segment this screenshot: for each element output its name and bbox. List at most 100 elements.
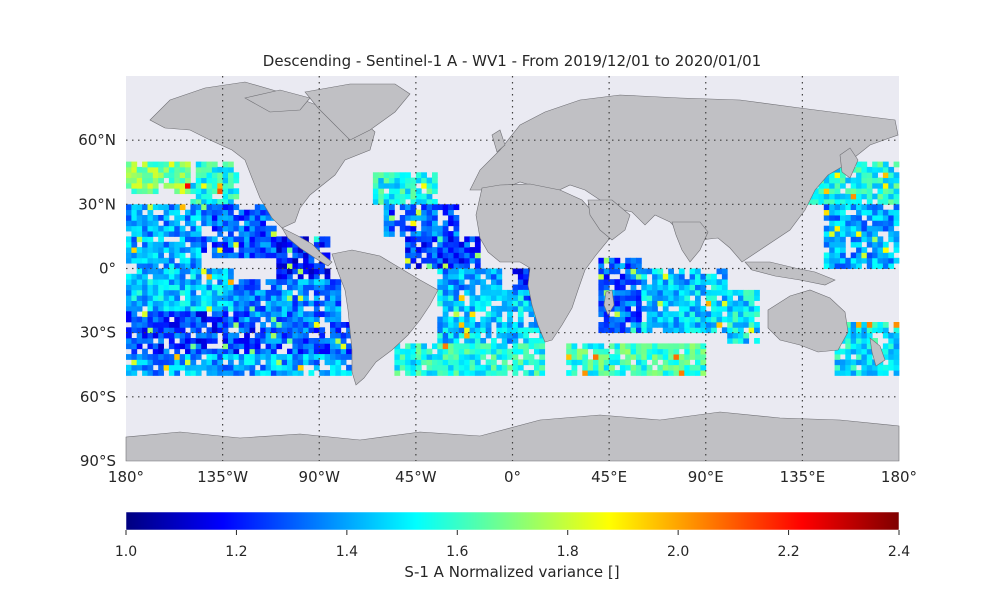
data-cell-region-22 bbox=[872, 225, 878, 232]
data-cell-region-6 bbox=[297, 305, 304, 312]
data-cell-region-10 bbox=[415, 193, 422, 200]
x-axis-tick-labels: 180° 135°W 90°W 45°W 0° 45°E 90°E 135°E 180° bbox=[108, 468, 917, 486]
data-cell-region-17 bbox=[646, 348, 653, 355]
data-cell-region-1 bbox=[211, 188, 218, 195]
data-cell-region-11 bbox=[453, 225, 460, 232]
data-cell-region-9 bbox=[340, 354, 347, 360]
data-cell-region-21 bbox=[866, 199, 873, 205]
data-cell-region-16 bbox=[491, 370, 497, 376]
data-cell-region-9 bbox=[270, 364, 277, 371]
data-cell-region-19 bbox=[662, 273, 669, 280]
data-cell-region-6 bbox=[249, 300, 256, 307]
data-cell-region-23 bbox=[866, 338, 873, 344]
data-cell-region-19 bbox=[662, 279, 669, 285]
data-cell-region-0 bbox=[179, 177, 186, 184]
data-cell-region-2 bbox=[163, 220, 170, 227]
data-cell-region-7 bbox=[163, 348, 170, 355]
data-cell-region-9 bbox=[238, 354, 245, 360]
data-cell-region-18 bbox=[630, 289, 637, 296]
data-cell-region-23 bbox=[872, 322, 878, 328]
data-cell-region-5 bbox=[142, 284, 148, 291]
data-cell-region-4 bbox=[303, 236, 309, 243]
data-cell-region-8 bbox=[308, 327, 315, 334]
data-cell-region-10 bbox=[421, 182, 427, 189]
data-cell-region-20 bbox=[727, 305, 733, 312]
data-cell-region-4 bbox=[287, 263, 293, 269]
data-cell-region-20 bbox=[738, 289, 744, 296]
data-cell-region-18 bbox=[630, 322, 637, 328]
map-area bbox=[125, 76, 900, 462]
data-cell-region-2 bbox=[168, 220, 175, 227]
data-cell-region-9 bbox=[222, 364, 229, 371]
data-cell-region-18 bbox=[636, 295, 642, 301]
data-cell-region-2 bbox=[190, 236, 197, 243]
data-cell-region-23 bbox=[888, 354, 895, 360]
data-cell-region-12 bbox=[432, 257, 438, 264]
data-cell-region-15 bbox=[453, 295, 460, 301]
data-cell-region-19 bbox=[716, 316, 723, 323]
data-cell-region-9 bbox=[324, 370, 331, 376]
data-cell-region-9 bbox=[297, 364, 304, 371]
data-cell-region-10 bbox=[410, 193, 417, 200]
data-cell-region-16 bbox=[474, 370, 481, 376]
data-cell-region-7 bbox=[163, 327, 170, 334]
data-cell-region-19 bbox=[657, 311, 664, 318]
data-cell-region-6 bbox=[319, 300, 326, 307]
data-cell-region-16 bbox=[421, 359, 427, 366]
data-cell-region-7 bbox=[163, 322, 170, 328]
data-cell-region-10 bbox=[394, 188, 401, 195]
data-cell-region-16 bbox=[496, 354, 503, 360]
data-cell-region-2 bbox=[190, 257, 197, 264]
data-cell-region-19 bbox=[684, 322, 691, 328]
data-cell-region-3 bbox=[254, 209, 261, 216]
data-cell-region-2 bbox=[190, 231, 197, 237]
data-cell-region-8 bbox=[260, 327, 266, 334]
data-cell-region-22 bbox=[823, 257, 830, 264]
data-cell-region-22 bbox=[823, 263, 830, 269]
data-cell-region-5 bbox=[168, 305, 175, 312]
data-cell-region-13 bbox=[448, 273, 454, 280]
data-cell-region-5 bbox=[179, 300, 186, 307]
data-cell-region-19 bbox=[678, 268, 685, 275]
data-cell-region-19 bbox=[721, 327, 728, 334]
data-cell-region-11 bbox=[389, 204, 395, 211]
data-cell-region-2 bbox=[152, 220, 159, 227]
data-cell-region-3 bbox=[249, 220, 256, 227]
data-cell-region-13 bbox=[480, 279, 487, 285]
data-cell-region-5 bbox=[201, 268, 207, 275]
data-cell-region-8 bbox=[313, 343, 320, 350]
data-cell-region-16 bbox=[474, 348, 481, 355]
data-cell-region-22 bbox=[823, 215, 830, 221]
data-cell-region-15 bbox=[442, 316, 449, 323]
data-cell-region-0 bbox=[179, 188, 186, 195]
data-cell-region-3 bbox=[201, 220, 207, 227]
data-cell-region-3 bbox=[260, 236, 266, 243]
data-cell-region-20 bbox=[754, 305, 760, 312]
data-cell-region-7 bbox=[206, 327, 213, 334]
data-cell-region-7 bbox=[185, 322, 191, 328]
data-cell-region-6 bbox=[330, 316, 336, 323]
data-cell-region-9 bbox=[217, 370, 224, 376]
data-cell-region-2 bbox=[163, 241, 170, 248]
data-cell-region-2 bbox=[131, 252, 138, 259]
data-cell-region-5 bbox=[195, 284, 202, 291]
data-cell-region-1 bbox=[228, 193, 234, 200]
data-cell-region-1 bbox=[217, 188, 224, 195]
data-cell-region-13 bbox=[491, 268, 497, 275]
data-cell-region-23 bbox=[882, 354, 889, 360]
data-cell-region-10 bbox=[372, 172, 379, 179]
data-cell-region-7 bbox=[228, 332, 234, 339]
data-cell-region-9 bbox=[281, 364, 288, 371]
data-cell-region-10 bbox=[372, 177, 379, 184]
data-cell-region-7 bbox=[206, 338, 213, 344]
data-cell-region-21 bbox=[823, 193, 830, 200]
data-cell-region-8 bbox=[346, 348, 352, 355]
data-cell-region-5 bbox=[142, 268, 148, 275]
data-cell-region-8 bbox=[340, 343, 347, 350]
data-cell-region-1 bbox=[206, 188, 213, 195]
data-cell-region-6 bbox=[292, 284, 299, 291]
data-cell-region-21 bbox=[823, 199, 830, 205]
data-cell-region-7 bbox=[228, 338, 234, 344]
data-cell-region-16 bbox=[485, 364, 492, 371]
data-cell-region-2 bbox=[152, 204, 159, 211]
